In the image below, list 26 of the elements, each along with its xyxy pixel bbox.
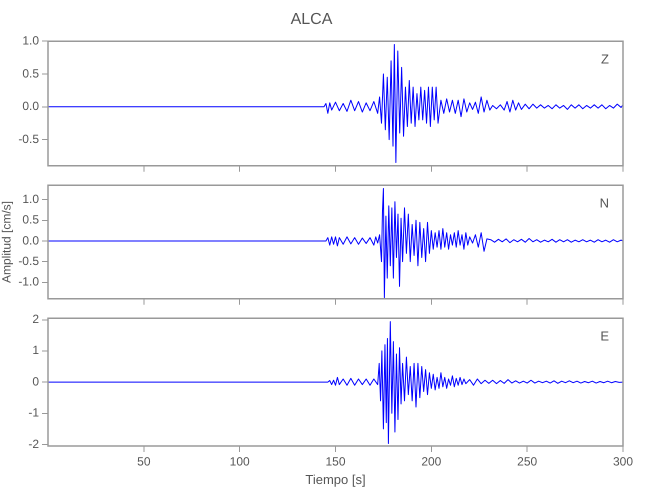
- y-tick-label: -1: [28, 406, 40, 420]
- y-axis-title: Amplitud [cm/s]: [0, 200, 14, 284]
- y-tick-label: 0.5: [22, 212, 40, 227]
- y-tick-label: 1.0: [22, 34, 40, 48]
- y-tick-label: -2: [28, 436, 40, 451]
- y-tick-label: 0: [32, 374, 40, 388]
- y-tick-label: 0.0: [22, 99, 40, 114]
- x-tick-label: 50: [137, 454, 151, 469]
- y-tick-label: 1.0: [22, 192, 40, 206]
- annotation: Z: [601, 51, 610, 66]
- x-tick-label: 250: [517, 454, 538, 469]
- y-tick-label: -1.0: [18, 274, 40, 289]
- x-tick-label: 300: [612, 454, 634, 469]
- x-tick-label: 100: [230, 454, 250, 469]
- annotation: E: [600, 328, 610, 344]
- x-axis-title: Tiempo [s]: [305, 472, 366, 487]
- y-tick-label: 0.5: [22, 66, 40, 80]
- y-tick-label: -0.5: [18, 254, 40, 268]
- annotation: N: [600, 195, 609, 210]
- x-tick-label: 150: [325, 454, 346, 469]
- y-tick-label: 1: [32, 343, 40, 358]
- y-tick-label: 0.0: [22, 233, 40, 248]
- x-tick-label: 200: [421, 454, 442, 469]
- chart-title: ALCA: [290, 11, 333, 28]
- y-tick-label: 2: [32, 312, 40, 326]
- y-tick-label: -0.5: [18, 132, 40, 146]
